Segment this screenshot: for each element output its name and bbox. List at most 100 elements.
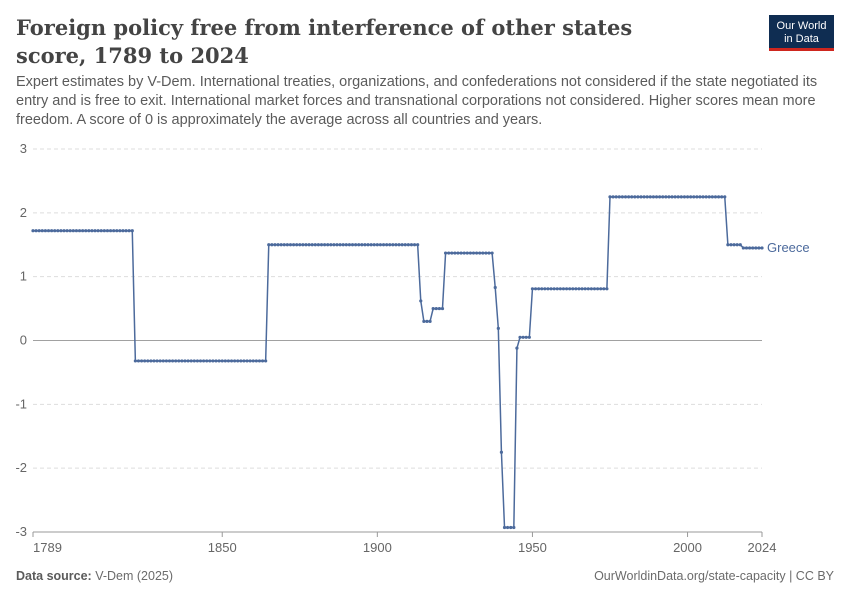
data-point: [233, 359, 237, 363]
data-point: [533, 287, 538, 291]
data-point: [481, 251, 485, 255]
data-point: [561, 287, 566, 291]
x-tick-label: 2000: [673, 540, 702, 555]
data-point: [236, 359, 240, 363]
data-point: [127, 229, 131, 233]
data-point: [447, 251, 451, 255]
data-point: [716, 195, 721, 199]
x-tick-label: 2024: [748, 540, 777, 555]
data-point: [202, 359, 206, 363]
data-point: [149, 359, 153, 363]
data-point: [397, 243, 401, 247]
data-point: [676, 195, 680, 199]
chart-title: Foreign policy free from interference of…: [16, 15, 633, 68]
data-point: [568, 287, 572, 291]
data-point: [34, 229, 38, 233]
data-point: [627, 195, 631, 199]
data-point: [378, 243, 383, 247]
data-point: [754, 246, 758, 250]
data-point: [661, 195, 665, 199]
data-point: [46, 229, 51, 233]
data-point: [757, 246, 761, 250]
data-point: [692, 195, 696, 199]
data-point: [412, 243, 417, 247]
data-point: [81, 229, 85, 233]
data-point: [543, 287, 547, 291]
data-point: [490, 251, 494, 255]
data-point: [136, 359, 141, 363]
data-point: [43, 229, 48, 233]
data-point: [338, 243, 342, 247]
data-point: [751, 246, 755, 250]
owid-logo[interactable]: Our World in Data: [769, 15, 834, 51]
data-point: [105, 229, 110, 233]
data-point: [363, 243, 367, 247]
y-tick-label: -1: [15, 396, 27, 411]
data-point: [602, 287, 606, 291]
data-point: [571, 287, 575, 291]
data-point: [518, 335, 522, 339]
data-point: [459, 251, 463, 255]
data-point: [391, 243, 395, 247]
data-point: [130, 229, 134, 233]
data-point: [245, 359, 249, 363]
data-point: [341, 243, 345, 247]
data-point: [679, 195, 683, 199]
data-point: [208, 359, 212, 363]
data-point: [161, 359, 165, 363]
logo-line-1: Our World: [776, 20, 827, 32]
grid-layer: [33, 148, 762, 469]
data-point: [248, 359, 252, 363]
data-point: [440, 306, 445, 311]
data-point: [332, 243, 336, 247]
data-point: [760, 246, 764, 250]
data-point: [180, 359, 184, 363]
data-point: [735, 243, 739, 247]
data-point: [394, 243, 398, 247]
data-point: [273, 243, 277, 247]
data-point: [139, 359, 144, 363]
data-point: [564, 287, 569, 291]
y-tick-label: 3: [20, 141, 27, 156]
data-point: [726, 243, 730, 247]
data-point: [530, 287, 535, 291]
data-point: [183, 359, 187, 363]
data-point: [37, 229, 41, 233]
data-point: [471, 251, 476, 255]
data-point: [304, 243, 308, 247]
data-point: [645, 195, 649, 199]
data-point: [360, 243, 364, 247]
data-point: [580, 287, 584, 291]
data-point: [475, 251, 479, 255]
data-point: [428, 319, 432, 323]
data-point: [698, 195, 702, 199]
data-point: [186, 359, 190, 363]
data-point: [226, 359, 231, 363]
source-url[interactable]: OurWorldinData.org/state-capacity | CC B…: [594, 569, 834, 583]
data-point: [729, 243, 733, 247]
data-point: [450, 251, 454, 255]
data-point: [524, 335, 528, 339]
data-point: [77, 229, 82, 233]
data-point: [189, 359, 193, 363]
data-point: [195, 359, 200, 363]
data-point: [623, 195, 628, 199]
data-point: [577, 287, 581, 291]
data-point: [71, 229, 75, 233]
data-point: [648, 195, 652, 199]
data-point: [124, 229, 128, 233]
data-point: [685, 195, 690, 199]
data-point: [546, 287, 550, 291]
data-point: [555, 287, 559, 291]
data-point: [301, 243, 305, 247]
data-point: [211, 359, 215, 363]
y-tick-label: 1: [20, 269, 27, 284]
data-point: [152, 359, 156, 363]
data-point: [242, 359, 246, 363]
data-point: [425, 319, 429, 323]
data-point: [720, 195, 724, 199]
data-point: [744, 246, 749, 250]
data-point: [381, 243, 386, 247]
data-point: [527, 335, 531, 339]
